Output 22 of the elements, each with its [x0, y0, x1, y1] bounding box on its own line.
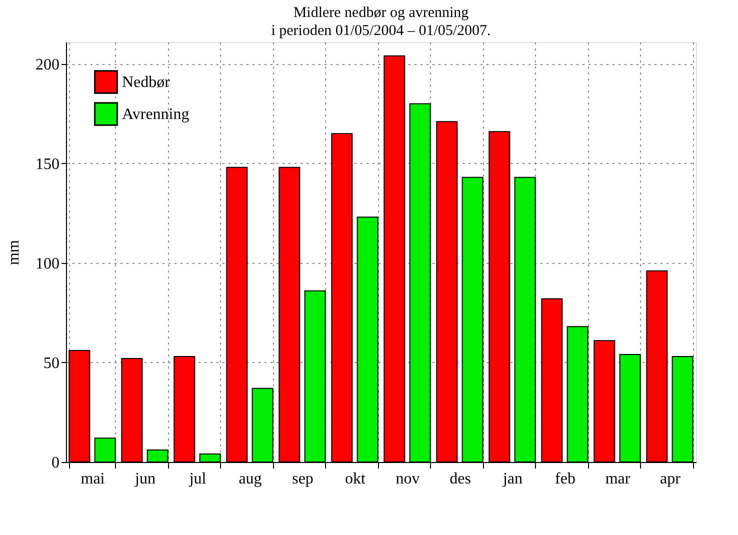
x-tick-label: okt [345, 470, 366, 488]
y-tick-label: 200 [36, 56, 60, 74]
y-tick-label: 0 [52, 454, 60, 472]
x-tick-label: mai [80, 470, 106, 488]
x-tick-label: feb [555, 470, 576, 488]
x-tick-label: jul [188, 470, 207, 488]
y-tick-label: 100 [36, 255, 60, 272]
y-tick-label: 50 [44, 354, 60, 372]
x-tick-label: sep [292, 470, 314, 488]
x-tick-label: jan [502, 470, 523, 488]
x-tick-label: apr [660, 470, 682, 488]
x-tick-label: mar [605, 470, 631, 488]
chart-subtitle: i perioden 01/05/2004 – 01/05/2007. [271, 23, 491, 39]
x-tick-label: jun [134, 470, 156, 488]
y-tick-label: 150 [36, 156, 60, 173]
legend-label: Nedbør [122, 74, 171, 91]
x-tick-label: nov [396, 470, 420, 488]
x-tick-label: des [450, 470, 471, 488]
legend-label: Avrenning [122, 106, 190, 123]
x-tick-label: aug [238, 470, 262, 488]
y-axis-title: mm [6, 240, 22, 265]
chart-title: Midlere nedbør og avrenning [293, 5, 470, 21]
